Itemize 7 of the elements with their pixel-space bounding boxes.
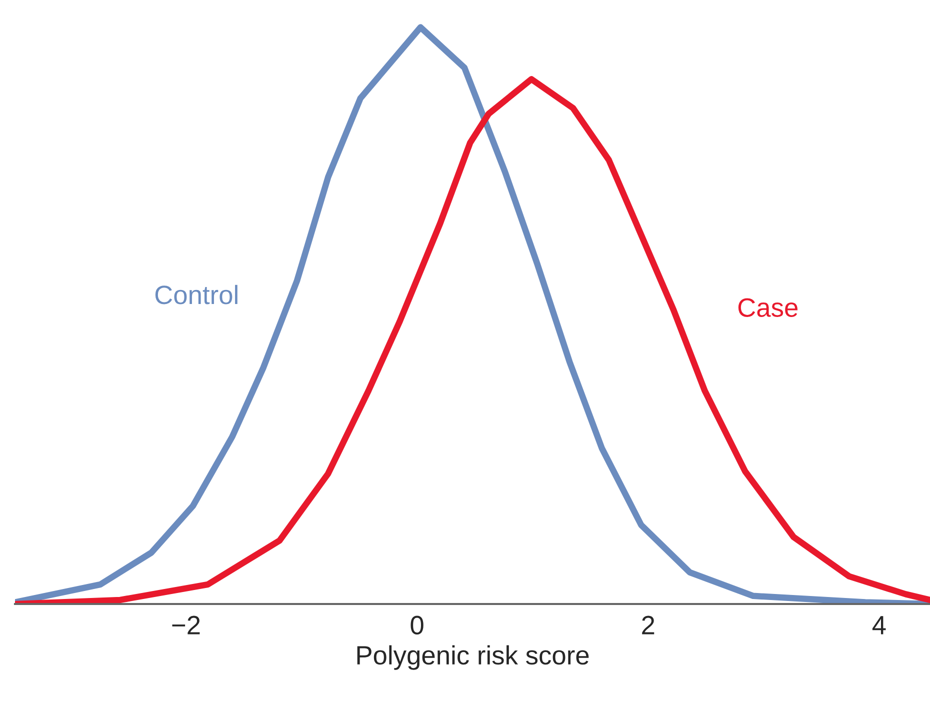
x-tick-label: 0: [410, 616, 424, 634]
x-tick-label: −2: [172, 616, 200, 634]
x-tick-label: 4: [872, 616, 886, 634]
x-tick-label: 2: [642, 616, 654, 634]
series-label: Control: [155, 284, 238, 304]
x-axis-title: Polygenic risk score: [357, 645, 589, 670]
text: Case: [738, 298, 798, 317]
